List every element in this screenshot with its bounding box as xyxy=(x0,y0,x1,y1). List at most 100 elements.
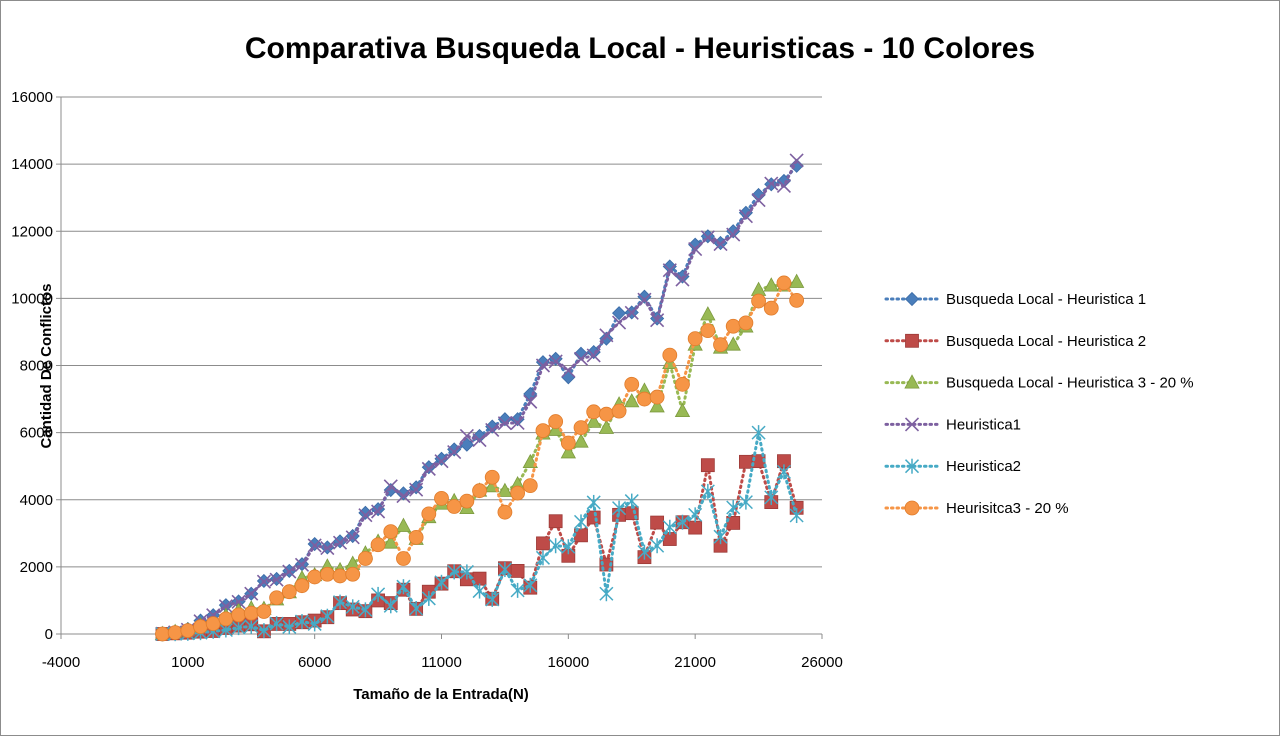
data-point xyxy=(434,574,449,590)
data-point xyxy=(180,623,196,639)
data-point xyxy=(738,494,753,510)
data-point xyxy=(522,478,538,494)
marker-stroke xyxy=(700,230,715,245)
marker-stroke xyxy=(751,192,766,208)
data-point xyxy=(599,586,614,602)
y-tick-label: 10000 xyxy=(11,290,53,307)
data-point xyxy=(218,611,234,627)
data-point xyxy=(599,328,614,343)
data-point xyxy=(396,551,411,566)
marker-stroke xyxy=(396,488,411,504)
data-point xyxy=(193,619,208,635)
data-point xyxy=(294,578,310,594)
data-point xyxy=(244,618,259,634)
legend-label: Heurisitca3 - 20 % xyxy=(946,500,1069,517)
data-point xyxy=(256,574,271,589)
data-point xyxy=(497,562,512,578)
data-point xyxy=(447,445,462,460)
data-point xyxy=(624,376,640,392)
y-tick-label: 4000 xyxy=(20,492,53,509)
data-point xyxy=(739,454,753,469)
data-point xyxy=(485,591,500,607)
data-point xyxy=(726,516,741,530)
data-point xyxy=(688,507,703,523)
marker-stroke xyxy=(345,530,360,545)
data-point xyxy=(307,616,322,632)
data-point xyxy=(472,432,487,448)
marker-stroke xyxy=(688,241,703,257)
marker-stroke xyxy=(320,541,335,556)
data-point xyxy=(358,602,373,618)
data-point xyxy=(370,537,386,553)
marker-stroke xyxy=(624,305,639,320)
data-point xyxy=(472,483,487,499)
legend-item: Heuristica2 xyxy=(884,458,1021,475)
marker-stroke xyxy=(434,454,449,469)
data-point xyxy=(650,538,665,554)
data-point xyxy=(548,414,564,429)
data-point xyxy=(536,536,550,551)
data-point xyxy=(726,224,741,239)
data-point xyxy=(383,598,398,614)
x-tick-label: 16000 xyxy=(547,654,589,671)
data-point xyxy=(573,346,589,361)
data-point xyxy=(345,528,360,544)
data-point xyxy=(307,538,322,553)
data-point xyxy=(573,514,589,530)
data-point xyxy=(244,586,259,601)
legend-marker xyxy=(904,500,920,516)
x-tick-label: 1000 xyxy=(171,654,204,671)
marker-stroke xyxy=(561,363,576,378)
data-point xyxy=(573,433,589,448)
data-point xyxy=(535,358,551,373)
data-point xyxy=(548,538,563,554)
data-point xyxy=(764,489,779,505)
data-point xyxy=(421,506,437,522)
data-point xyxy=(383,524,399,540)
data-point xyxy=(548,514,563,529)
data-point xyxy=(586,413,602,428)
data-point xyxy=(345,530,360,545)
marker-stroke xyxy=(282,564,297,579)
data-point xyxy=(662,519,677,535)
legend: Busqueda Local - Heuristica 1 Busqueda Lo… xyxy=(884,291,1194,517)
x-tick-label: 11000 xyxy=(421,654,462,671)
data-point xyxy=(586,510,601,525)
x-tick-label: 6000 xyxy=(298,654,331,671)
data-point xyxy=(523,394,538,409)
marker-stroke xyxy=(726,227,741,242)
data-point xyxy=(612,306,627,321)
chart-title: Comparativa Busqueda Local - Heuristicas… xyxy=(245,32,1035,65)
data-point xyxy=(383,534,399,549)
marker-stroke xyxy=(510,415,525,430)
legend-label: Busqueda Local - Heuristica 3 - 20 % xyxy=(946,375,1194,392)
legend-item: Heurisitca3 - 20 % xyxy=(884,500,1069,517)
marker-stroke xyxy=(548,354,563,369)
marker-stroke xyxy=(256,574,271,589)
legend-marker xyxy=(905,333,919,348)
data-point xyxy=(281,584,297,600)
data-point xyxy=(764,176,779,191)
data-point xyxy=(358,508,373,523)
legend-label: Heuristica1 xyxy=(946,416,1021,433)
marker-stroke xyxy=(662,263,677,278)
data-point xyxy=(408,529,424,545)
data-point xyxy=(561,539,576,555)
data-point xyxy=(687,331,703,347)
data-point xyxy=(497,504,513,520)
data-point xyxy=(535,423,551,439)
data-point xyxy=(383,479,398,494)
data-point xyxy=(434,454,449,469)
data-point xyxy=(269,572,284,587)
data-point xyxy=(446,499,462,514)
data-point xyxy=(713,236,728,252)
y-tick-label: 14000 xyxy=(11,156,53,173)
data-point xyxy=(789,153,804,168)
data-point xyxy=(675,272,690,287)
data-point xyxy=(713,529,728,545)
data-point xyxy=(751,192,766,208)
data-point xyxy=(649,398,665,413)
data-point xyxy=(637,292,652,307)
axes xyxy=(56,96,823,639)
